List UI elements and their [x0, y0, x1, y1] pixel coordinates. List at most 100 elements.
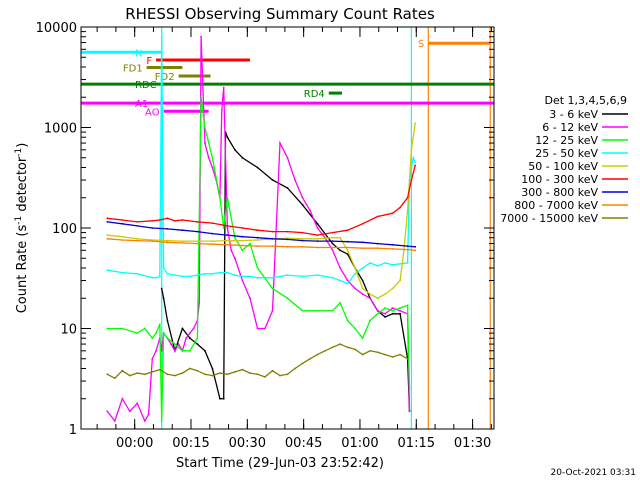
series-point-2-2 [136, 332, 139, 334]
series-point-3-7 [162, 267, 165, 269]
series-point-0-27 [384, 316, 386, 318]
series-point-2-28 [331, 309, 334, 312]
series-point-7-10 [256, 245, 259, 248]
series-point-1-37 [271, 309, 274, 312]
series-point-6-2 [136, 225, 139, 227]
series-point-4-20 [369, 293, 371, 295]
series-point-2-20 [234, 236, 236, 239]
series-point-1-18 [189, 332, 191, 334]
series-point-7-17 [361, 247, 364, 250]
series-point-2-23 [256, 267, 259, 269]
series-point-8-19 [249, 372, 251, 374]
series-point-7-15 [331, 246, 334, 249]
series-point-2-21 [241, 249, 244, 252]
series-point-3-18 [241, 275, 244, 278]
series-point-8-34 [361, 353, 364, 356]
series-point-8-23 [279, 374, 281, 377]
series-line-1 [106, 36, 411, 423]
series-point-3-30 [369, 262, 371, 264]
series-point-8-20 [256, 373, 259, 376]
series-point-1-25 [211, 166, 214, 169]
series-point-8-26 [301, 362, 304, 365]
series-point-4-8 [226, 239, 229, 242]
series-point-0-8 [211, 367, 214, 370]
series-point-3-29 [361, 267, 364, 269]
series-point-3-38 [412, 156, 415, 159]
series-point-1-47 [346, 279, 349, 282]
series-point-3-31 [376, 265, 379, 267]
series-point-5-19 [361, 222, 364, 225]
series-point-1-1 [113, 420, 116, 422]
series-point-3-20 [256, 276, 259, 279]
series-point-1-3 [128, 410, 131, 413]
series-point-6-1 [121, 222, 124, 225]
series-point-4-23 [391, 287, 394, 290]
series-point-8-33 [354, 348, 356, 351]
series-point-4-4 [166, 239, 169, 242]
series-point-4-17 [346, 249, 349, 252]
series-point-1-48 [354, 287, 356, 290]
series-point-6-8 [226, 234, 229, 237]
legend-label-8: 7000 - 15000 keV [500, 212, 598, 225]
series-point-5-16 [316, 234, 319, 237]
series-point-3-13 [204, 272, 206, 275]
series-point-7-21 [414, 249, 417, 252]
series-point-6-21 [414, 245, 417, 248]
series-point-8-24 [286, 373, 289, 376]
series-point-1-7 [151, 357, 154, 360]
series-point-6-16 [346, 240, 349, 243]
series-point-2-27 [316, 309, 319, 312]
series-point-3-26 [339, 279, 341, 282]
series-point-1-19 [192, 327, 195, 330]
series-point-2-13 [196, 337, 199, 340]
series-point-2-11 [181, 349, 184, 352]
series-point-7-5 [181, 242, 184, 244]
series-point-1-31 [230, 249, 233, 252]
series-point-8-16 [226, 373, 229, 376]
series-point-6-17 [361, 241, 364, 244]
series-point-4-21 [376, 297, 379, 300]
series-point-8-6 [151, 371, 154, 373]
series-point-3-21 [271, 276, 274, 279]
series-line-3 [107, 36, 416, 285]
series-point-4-9 [241, 239, 244, 242]
series-point-1-14 [174, 349, 176, 352]
series-point-0-1 [162, 297, 165, 300]
series-point-4-15 [331, 236, 334, 239]
series-point-2-12 [189, 349, 191, 352]
series-point-2-4 [151, 337, 154, 340]
series-point-6-12 [286, 238, 289, 241]
series-point-6-20 [406, 245, 409, 248]
series-point-5-23 [406, 196, 409, 199]
series-point-2-7 [160, 420, 163, 422]
series-point-4-0 [106, 234, 109, 237]
series-point-8-40 [406, 357, 409, 360]
series-point-1-0 [106, 410, 109, 413]
series-point-2-8 [162, 332, 165, 334]
series-point-4-6 [196, 240, 199, 243]
legend-label-7: 800 - 7000 keV [514, 199, 598, 212]
series-point-1-45 [331, 249, 334, 252]
series-point-1-15 [177, 343, 180, 345]
series-point-2-18 [222, 227, 225, 229]
series-point-1-2 [121, 397, 124, 400]
series-point-6-3 [151, 227, 154, 229]
series-point-1-41 [301, 196, 304, 199]
series-point-5-22 [399, 206, 401, 209]
series-point-2-3 [143, 327, 146, 330]
series-point-3-1 [121, 271, 124, 274]
series-point-7-19 [391, 248, 394, 250]
series-point-3-35 [406, 262, 409, 264]
series-point-6-5 [181, 229, 184, 232]
series-point-1-49 [361, 293, 364, 295]
series-point-1-24 [207, 156, 210, 159]
series-point-7-8 [226, 243, 229, 246]
series-point-0-22 [346, 253, 349, 256]
y-tick-label-4: 10000 [36, 21, 77, 36]
chart-title: RHESSI Observing Summary Count Rates [125, 5, 435, 23]
series-point-5-3 [151, 219, 154, 222]
series-point-1-40 [294, 179, 296, 181]
series-line-2 [107, 97, 411, 422]
series-point-3-22 [286, 274, 289, 276]
